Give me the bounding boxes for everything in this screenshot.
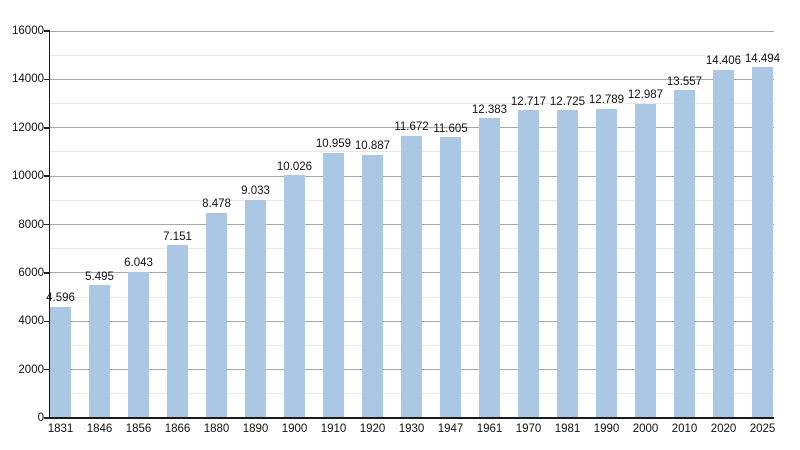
y-tick-mark <box>44 320 50 322</box>
bar-value-label: 4.596 <box>46 292 75 305</box>
bar-value-label: 6.043 <box>124 257 153 270</box>
y-tick-label: 14000 <box>12 73 44 86</box>
x-tick-label: 1890 <box>242 423 269 435</box>
major-gridline <box>50 78 774 80</box>
bar <box>284 175 305 418</box>
y-tick-label: 6000 <box>18 266 44 279</box>
y-tick-mark <box>44 417 50 419</box>
x-tick-label: 1910 <box>320 423 347 435</box>
major-gridline <box>50 127 774 129</box>
bar <box>713 69 734 418</box>
major-gridline <box>50 30 774 32</box>
bar-value-label: 14.406 <box>705 55 742 68</box>
x-tick-label: 1961 <box>476 423 503 435</box>
bar <box>635 103 656 418</box>
x-tick-label: 1920 <box>359 423 386 435</box>
bar <box>518 110 539 418</box>
bar-value-label: 12.987 <box>627 89 664 102</box>
y-tick-mark <box>44 368 50 371</box>
minor-gridline <box>50 103 774 105</box>
bar-value-label: 10.959 <box>315 138 352 151</box>
y-tick-label: 8000 <box>18 218 44 231</box>
y-tick-mark <box>44 30 50 32</box>
x-tick-label: 1990 <box>593 423 620 435</box>
bar <box>440 137 461 418</box>
bar <box>752 67 773 418</box>
x-tick-label: 1981 <box>554 423 581 435</box>
bar <box>50 306 71 418</box>
bar <box>401 135 422 418</box>
x-tick-label: 1880 <box>203 423 230 435</box>
y-tick-label: 10000 <box>12 170 44 183</box>
y-tick-label: 2000 <box>18 363 44 376</box>
bar <box>362 154 383 418</box>
bar <box>128 271 149 418</box>
x-tick-label: 1866 <box>164 423 191 435</box>
y-tick-mark <box>44 272 50 274</box>
x-tick-label: 2000 <box>632 423 659 435</box>
bar-value-label: 10.026 <box>276 160 313 173</box>
bar-value-label: 12.789 <box>588 94 625 107</box>
x-tick-label: 1947 <box>437 423 464 435</box>
bar <box>557 110 578 418</box>
x-tick-label: 2020 <box>710 423 737 435</box>
bar <box>674 90 695 418</box>
bar <box>323 152 344 418</box>
y-tick-label: 12000 <box>12 121 44 134</box>
bar-value-label: 14.494 <box>744 52 781 65</box>
x-tick-label: 2025 <box>749 423 776 435</box>
bar-value-label: 11.605 <box>433 122 468 135</box>
y-tick-label: 4000 <box>18 315 44 328</box>
y-tick-label: 16000 <box>12 25 44 37</box>
y-tick-mark <box>44 127 50 129</box>
x-tick-label: 1831 <box>47 423 74 435</box>
x-tick-label: 2010 <box>671 423 698 435</box>
bar-value-label: 7.151 <box>163 230 192 243</box>
bar-value-label: 12.383 <box>471 103 508 116</box>
bar-value-label: 8.478 <box>202 198 231 211</box>
bar <box>245 199 266 418</box>
bar <box>479 118 500 418</box>
x-tick-label: 1970 <box>515 423 542 435</box>
bar-value-label: 12.725 <box>549 95 586 108</box>
x-tick-label: 1900 <box>281 423 308 435</box>
bar-value-label: 12.717 <box>510 95 547 108</box>
bar-value-label: 10.887 <box>354 140 391 153</box>
x-tick-label: 1846 <box>86 423 113 435</box>
y-tick-mark <box>44 78 50 81</box>
x-axis <box>48 417 774 419</box>
bar-value-label: 11.672 <box>394 121 429 134</box>
bar <box>206 212 227 418</box>
bar <box>89 285 110 418</box>
bar-value-label: 5.495 <box>85 270 114 283</box>
bar-value-label: 9.033 <box>241 185 270 197</box>
bar <box>596 108 617 418</box>
x-tick-label: 1930 <box>398 423 425 435</box>
bar-value-label: 13.557 <box>666 75 703 88</box>
y-tick-mark <box>44 175 50 177</box>
x-tick-label: 1856 <box>125 423 152 435</box>
y-axis <box>48 31 51 420</box>
y-tick-mark <box>44 223 50 226</box>
minor-gridline <box>50 54 774 56</box>
bar <box>167 245 188 418</box>
y-tick-label: 0 <box>37 412 44 424</box>
